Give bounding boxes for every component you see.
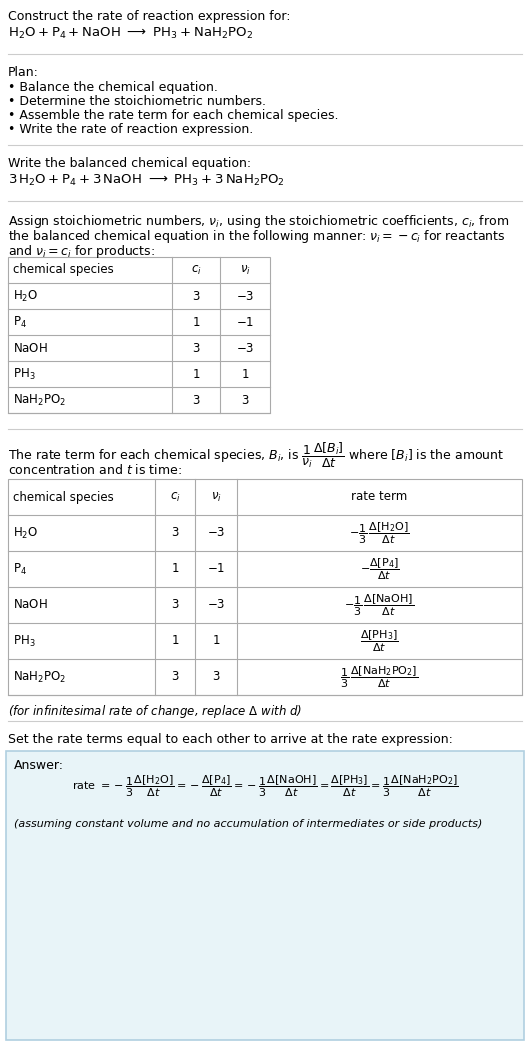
Text: 3: 3 [192, 290, 200, 302]
Text: 3: 3 [171, 670, 179, 683]
Text: $-3$: $-3$ [236, 290, 254, 302]
Bar [6, 751, 524, 1040]
Text: Construct the rate of reaction expression for:: Construct the rate of reaction expressio… [8, 10, 290, 23]
Text: Write the balanced chemical equation:: Write the balanced chemical equation: [8, 157, 251, 170]
Text: $\mathrm{NaH_2PO_2}$: $\mathrm{NaH_2PO_2}$ [13, 392, 66, 408]
Text: 1: 1 [192, 316, 200, 328]
Text: $\mathsf{3\,H_2O + P_4 + 3\,NaOH}$ $\mathsf{\longrightarrow}$ $\mathsf{PH_3 + 3\: $\mathsf{3\,H_2O + P_4 + 3\,NaOH}$ $\mat… [8, 173, 285, 188]
Text: $1$: $1$ [212, 635, 220, 647]
Text: $\mathrm{PH_3}$: $\mathrm{PH_3}$ [13, 634, 36, 649]
Text: $\nu_i$: $\nu_i$ [240, 264, 250, 276]
Text: Plan:: Plan: [8, 66, 39, 79]
Text: The rate term for each chemical species, $B_i$, is $\dfrac{1}{\nu_i}\dfrac{\Delt: The rate term for each chemical species,… [8, 441, 505, 470]
Text: $\nu_i$: $\nu_i$ [210, 491, 222, 503]
Text: $-\dfrac{1}{3}\,\dfrac{\Delta[\mathrm{H_2O}]}{\Delta t}$: $-\dfrac{1}{3}\,\dfrac{\Delta[\mathrm{H_… [349, 520, 410, 546]
Text: $\mathrm{H_2O}$: $\mathrm{H_2O}$ [13, 525, 38, 541]
Text: $1$: $1$ [241, 367, 249, 381]
Text: $c_i$: $c_i$ [170, 491, 180, 503]
Text: $-\dfrac{\Delta[\mathrm{P_4}]}{\Delta t}$: $-\dfrac{\Delta[\mathrm{P_4}]}{\Delta t}… [360, 556, 399, 582]
Text: the balanced chemical equation in the following manner: $\nu_i = -c_i$ for react: the balanced chemical equation in the fo… [8, 228, 506, 245]
Text: 1: 1 [192, 367, 200, 381]
Text: Assign stoichiometric numbers, $\nu_i$, using the stoichiometric coefficients, $: Assign stoichiometric numbers, $\nu_i$, … [8, 213, 509, 230]
Text: $\mathsf{H_2O + P_4 + NaOH}$ $\mathsf{\longrightarrow}$ $\mathsf{PH_3 + NaH_2PO_: $\mathsf{H_2O + P_4 + NaOH}$ $\mathsf{\l… [8, 26, 253, 41]
Text: and $\nu_i = c_i$ for products:: and $\nu_i = c_i$ for products: [8, 243, 155, 260]
Bar [8, 479, 522, 695]
Text: $\mathrm{NaH_2PO_2}$: $\mathrm{NaH_2PO_2}$ [13, 669, 66, 684]
Text: chemical species: chemical species [13, 491, 114, 503]
Text: $\dfrac{1}{3}\,\dfrac{\Delta[\mathrm{NaH_2PO_2}]}{\Delta t}$: $\dfrac{1}{3}\,\dfrac{\Delta[\mathrm{NaH… [340, 664, 419, 689]
Text: concentration and $t$ is time:: concentration and $t$ is time: [8, 463, 182, 477]
Text: 3: 3 [171, 526, 179, 540]
Text: • Assemble the rate term for each chemical species.: • Assemble the rate term for each chemic… [8, 109, 339, 122]
Text: $\mathrm{H_2O}$: $\mathrm{H_2O}$ [13, 289, 38, 303]
Text: Set the rate terms equal to each other to arrive at the rate expression:: Set the rate terms equal to each other t… [8, 733, 453, 746]
Text: $-3$: $-3$ [236, 341, 254, 355]
Text: $3$: $3$ [212, 670, 220, 683]
Text: 1: 1 [171, 563, 179, 575]
Text: $-\dfrac{1}{3}\,\dfrac{\Delta[\mathrm{NaOH}]}{\Delta t}$: $-\dfrac{1}{3}\,\dfrac{\Delta[\mathrm{Na… [344, 592, 414, 618]
Text: $\mathrm{NaOH}$: $\mathrm{NaOH}$ [13, 341, 48, 355]
Text: (assuming constant volume and no accumulation of intermediates or side products): (assuming constant volume and no accumul… [14, 819, 482, 829]
Text: (for infinitesimal rate of change, replace $\Delta$ with $d$): (for infinitesimal rate of change, repla… [8, 703, 302, 720]
Text: rate term: rate term [351, 491, 408, 503]
Text: chemical species: chemical species [13, 264, 114, 276]
Text: $\mathrm{P_4}$: $\mathrm{P_4}$ [13, 315, 27, 329]
Text: $\mathrm{NaOH}$: $\mathrm{NaOH}$ [13, 598, 48, 612]
Text: $\dfrac{\Delta[\mathrm{PH_3}]}{\Delta t}$: $\dfrac{\Delta[\mathrm{PH_3}]}{\Delta t}… [360, 629, 399, 654]
Text: • Balance the chemical equation.: • Balance the chemical equation. [8, 81, 218, 94]
Text: $\mathrm{P_4}$: $\mathrm{P_4}$ [13, 562, 27, 576]
Text: $c_i$: $c_i$ [191, 264, 201, 276]
Text: $3$: $3$ [241, 393, 249, 407]
Text: 3: 3 [192, 341, 200, 355]
Text: $-3$: $-3$ [207, 598, 225, 612]
Text: 3: 3 [192, 393, 200, 407]
Text: Answer:: Answer: [14, 759, 64, 772]
Text: rate $= -\dfrac{1}{3}\dfrac{\Delta[\mathrm{H_2O}]}{\Delta t}= -\dfrac{\Delta[\ma: rate $= -\dfrac{1}{3}\dfrac{\Delta[\math… [72, 773, 458, 799]
Text: $\mathrm{PH_3}$: $\mathrm{PH_3}$ [13, 366, 36, 382]
Bar [8, 257, 270, 413]
Text: $-3$: $-3$ [207, 526, 225, 540]
Text: 3: 3 [171, 598, 179, 612]
Text: $-1$: $-1$ [236, 316, 254, 328]
Text: $-1$: $-1$ [207, 563, 225, 575]
Text: • Determine the stoichiometric numbers.: • Determine the stoichiometric numbers. [8, 95, 266, 108]
Text: 1: 1 [171, 635, 179, 647]
Text: • Write the rate of reaction expression.: • Write the rate of reaction expression. [8, 123, 253, 136]
